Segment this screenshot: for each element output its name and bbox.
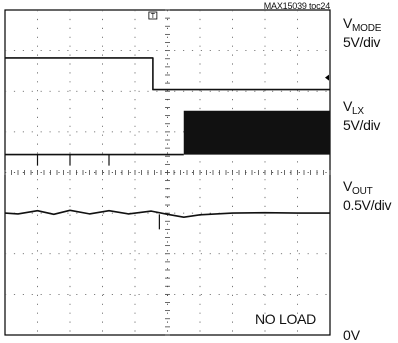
switching-band-v-lx bbox=[183, 110, 330, 155]
channel-level-arrow bbox=[325, 74, 329, 81]
scale-v-out: 0.5V/div bbox=[343, 197, 392, 213]
trace-v-out bbox=[4, 209, 330, 218]
no-load-annotation: NO LOAD bbox=[255, 311, 316, 327]
scale-v-mode: 5V/div bbox=[343, 34, 381, 50]
figure-code: MAX15039 toc24 bbox=[263, 1, 330, 11]
legend-v-lx: VLX 5V/div bbox=[343, 98, 381, 133]
trigger-marker-label: T bbox=[151, 13, 156, 20]
legend-v-out: VOUT 0.5V/div bbox=[343, 178, 392, 213]
trigger-marker-box bbox=[148, 11, 158, 20]
trace-v-mode bbox=[5, 57, 330, 91]
legend-v-mode: VMODE 5V/div bbox=[343, 15, 382, 50]
scale-v-lx: 5V/div bbox=[343, 117, 381, 133]
ground-reference-label: 0V bbox=[343, 327, 361, 343]
